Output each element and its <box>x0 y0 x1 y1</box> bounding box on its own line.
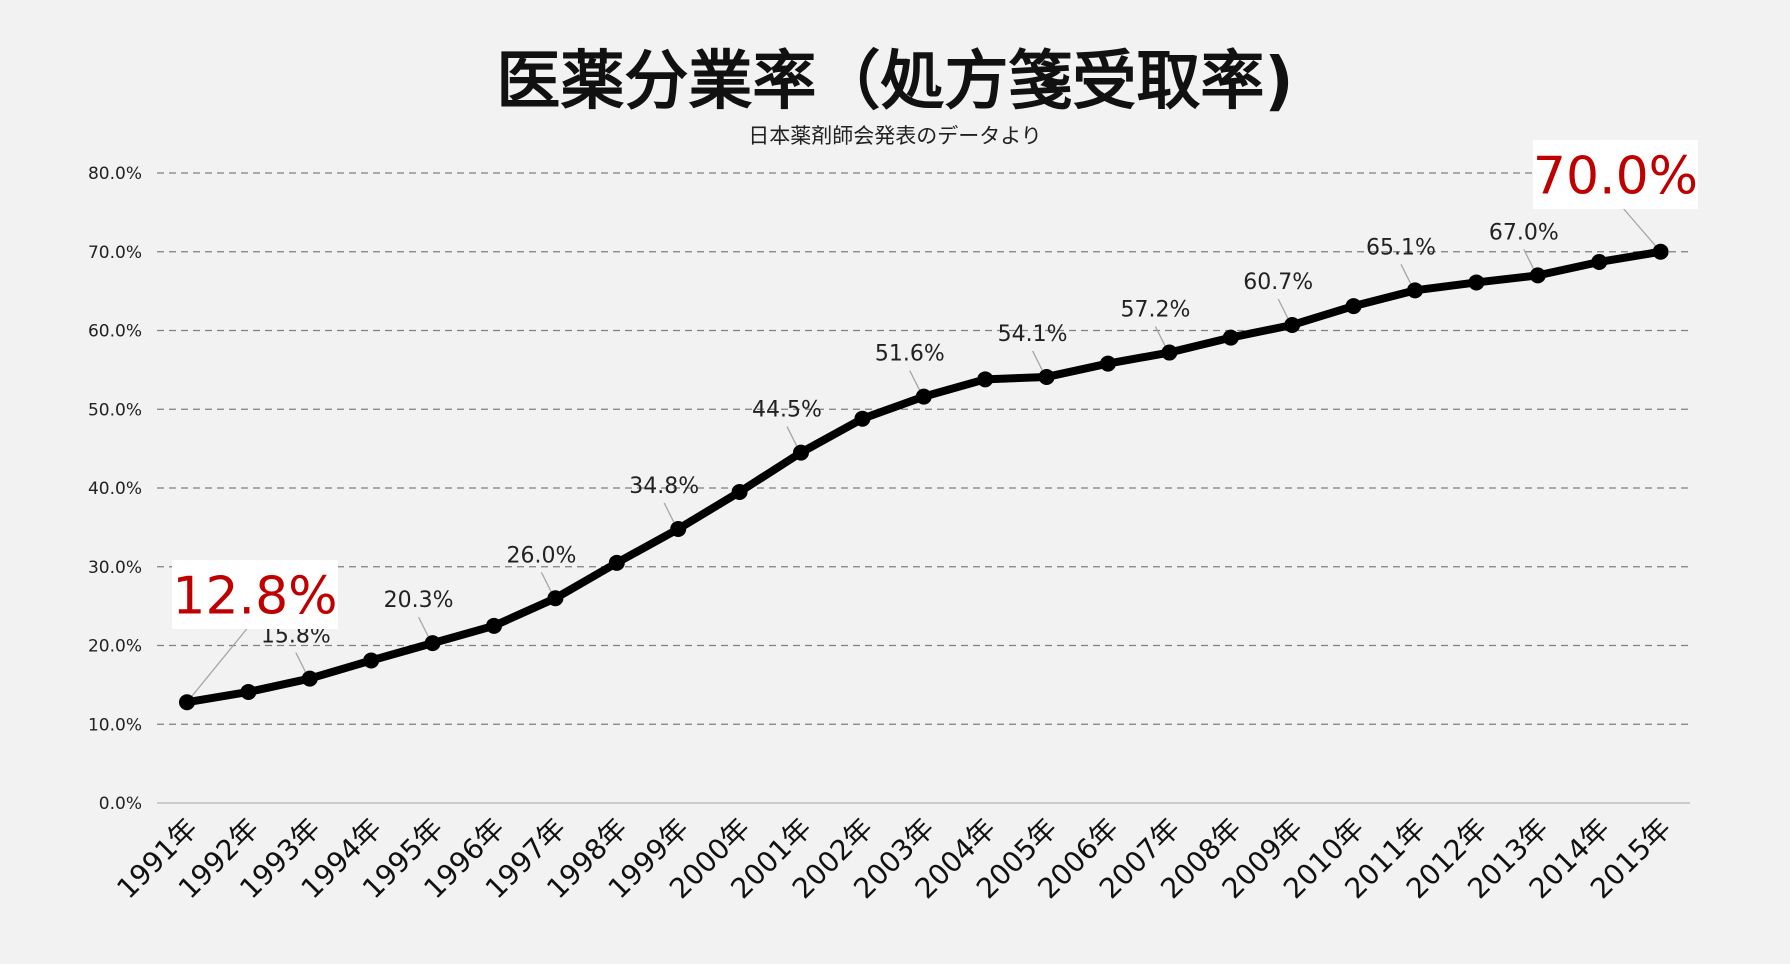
data-label-leader <box>540 571 552 593</box>
data-point <box>854 410 871 427</box>
callout-label: 70.0% <box>1533 147 1698 207</box>
data-point <box>424 635 441 652</box>
y-tick-label: 10.0% <box>88 715 142 735</box>
x-axis: 1991年1992年1993年1994年1995年1996年1997年1998年… <box>110 812 1677 906</box>
data-point <box>1100 355 1116 372</box>
data-point <box>793 444 809 461</box>
y-tick-label: 70.0% <box>88 243 142 263</box>
callout-leader <box>186 628 248 703</box>
data-label: 26.0% <box>506 543 576 568</box>
y-tick-label: 80.0% <box>88 164 142 184</box>
data-point <box>1345 298 1362 315</box>
data-label: 34.8% <box>629 474 699 499</box>
chart-subtitle: 日本薬剤師会発表のデータより <box>748 124 1042 148</box>
series-line <box>183 247 1665 707</box>
data-label-leader <box>1523 249 1535 270</box>
data-label: 67.0% <box>1489 220 1559 245</box>
data-point <box>363 652 380 669</box>
data-point <box>1222 329 1239 346</box>
callout-box <box>172 560 338 629</box>
data-point <box>486 617 502 634</box>
data-label: 51.6% <box>875 342 945 367</box>
data-point <box>1591 253 1608 270</box>
data-label: 60.7% <box>1243 270 1313 295</box>
data-label-leader <box>1400 264 1412 285</box>
data-point <box>1468 274 1485 291</box>
data-label: 44.5% <box>752 398 822 423</box>
data-label: 65.1% <box>1366 235 1436 260</box>
data-labels: 15.8%20.3%26.0%34.8%44.5%51.6%54.1%57.2%… <box>261 220 1559 648</box>
data-point <box>1652 243 1669 260</box>
y-tick-label: 20.0% <box>88 637 142 657</box>
data-label-leader <box>1032 350 1044 372</box>
callout-leader <box>1623 208 1662 253</box>
y-tick-label: 30.0% <box>88 558 142 578</box>
chart-title: 医薬分業率（処方箋受取率) <box>496 45 1293 119</box>
data-point <box>240 683 257 700</box>
data-label-leader <box>663 502 675 524</box>
data-point <box>1407 282 1423 299</box>
data-label: 57.2% <box>1120 298 1190 323</box>
y-tick-label: 0.0% <box>99 794 142 814</box>
data-label: 20.3% <box>384 588 454 613</box>
series-line-path <box>183 247 1665 707</box>
data-label: 54.1% <box>998 322 1068 347</box>
data-label-leader <box>786 426 798 447</box>
data-point <box>731 483 748 500</box>
data-point <box>915 388 932 405</box>
gridlines <box>157 172 1690 804</box>
data-point <box>977 371 994 388</box>
data-point <box>179 694 195 711</box>
data-point <box>1284 316 1301 333</box>
data-label-leader <box>1154 326 1166 347</box>
data-point <box>670 520 687 537</box>
data-point <box>1161 344 1178 361</box>
data-point <box>1529 267 1546 284</box>
y-tick-label: 50.0% <box>88 400 142 420</box>
callout-label: 12.8% <box>172 567 337 627</box>
data-point <box>301 670 318 687</box>
callout-box <box>1533 140 1698 209</box>
data-label-leader <box>295 652 307 673</box>
data-label-leader <box>1277 298 1289 320</box>
data-point <box>1038 368 1055 385</box>
callouts: 12.8% 70.0% <box>172 140 1698 629</box>
y-tick-label: 40.0% <box>88 479 142 499</box>
y-tick-label: 60.0% <box>88 322 142 342</box>
data-point <box>608 554 625 571</box>
data-label-leader <box>418 616 430 638</box>
leader-lines <box>186 208 1662 703</box>
data-label-leader <box>909 370 921 391</box>
data-points <box>179 243 1669 711</box>
y-axis: 0.0% 10.0% 20.0% 30.0% 40.0% 50.0% 60.0% 70.0% 8… <box>88 164 142 814</box>
data-point <box>547 590 564 607</box>
